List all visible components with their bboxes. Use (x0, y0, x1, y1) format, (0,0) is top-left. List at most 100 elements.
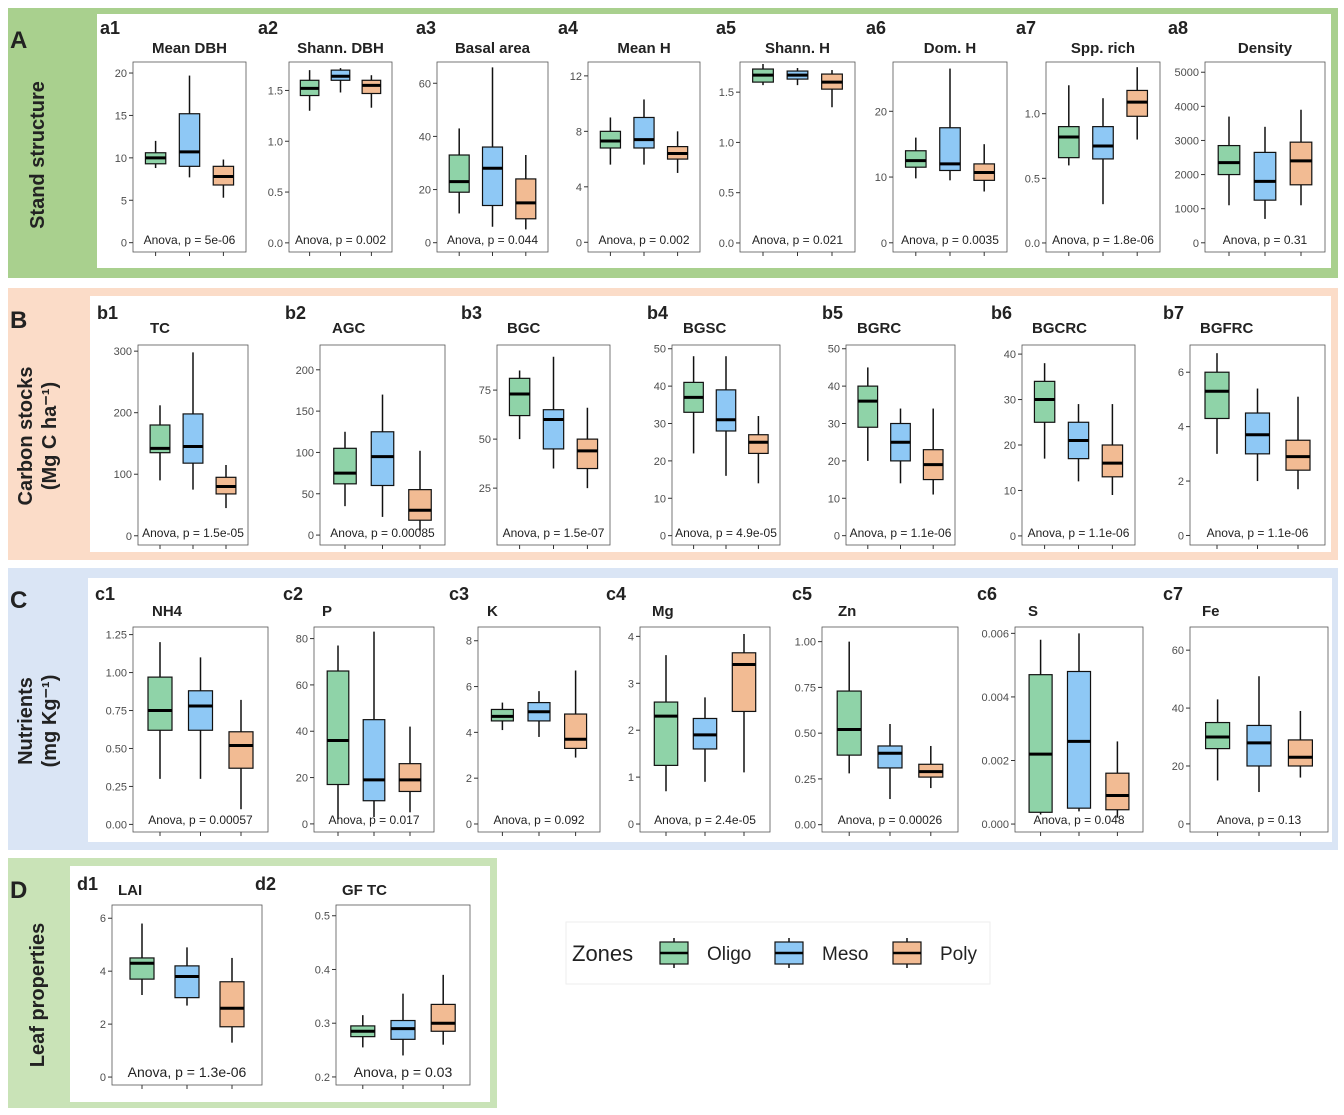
y-tick-label: 0.0 (268, 238, 283, 250)
box (1287, 739, 1314, 767)
panel-label: d1 (77, 874, 98, 894)
panel-label: b3 (461, 303, 482, 323)
y-tick-label: 0.00 (795, 820, 816, 832)
annotation: Anova, p = 0.00085 (330, 526, 435, 540)
box (564, 713, 588, 749)
y-tick-label: 4 (100, 966, 106, 978)
section-letter: C (10, 587, 27, 614)
y-tick-label: 6 (100, 913, 106, 925)
y-tick-label: 6 (1178, 367, 1184, 379)
y-tick-label: 1000 (1175, 204, 1199, 216)
box (187, 690, 214, 731)
y-tick-label: 10 (828, 493, 840, 505)
panel-label: a3 (416, 18, 436, 38)
y-tick-label: 50 (828, 344, 840, 356)
box (362, 719, 386, 802)
box (576, 438, 599, 470)
panel-label: b6 (991, 303, 1012, 323)
annotation: Anova, p = 0.017 (328, 813, 419, 827)
y-tick-label: 0.002 (981, 755, 1009, 767)
box (219, 981, 245, 1028)
y-tick-label: 0 (1178, 530, 1184, 542)
box (1246, 724, 1272, 767)
y-tick-label: 1.5 (268, 85, 283, 97)
panel-title: Mean DBH (152, 40, 227, 57)
panel-title: BGFRC (1200, 320, 1253, 337)
y-tick-label: 0.75 (795, 682, 816, 694)
y-tick-label: 8 (466, 636, 472, 648)
y-tick-label: 0.5 (719, 188, 734, 200)
legend-title: Zones (572, 941, 633, 966)
annotation: Anova, p = 0.021 (752, 233, 843, 247)
y-tick-label: 3000 (1175, 135, 1199, 147)
box (633, 116, 655, 149)
box (1092, 126, 1114, 160)
y-tick-label: 1.5 (719, 87, 734, 99)
y-tick-label: 4 (1178, 422, 1184, 434)
y-tick-label: 1.00 (795, 637, 816, 649)
y-tick-label: 2000 (1175, 170, 1199, 182)
panel-label: a5 (716, 18, 736, 38)
annotation: Anova, p = 0.0035 (901, 233, 999, 247)
box (370, 431, 395, 487)
y-tick-label: 0.2 (315, 1072, 330, 1084)
y-tick-label: 0 (628, 819, 634, 831)
y-tick-label: 100 (296, 447, 314, 459)
annotation: Anova, p = 1.1e-06 (1207, 526, 1309, 540)
box (1057, 126, 1080, 159)
panel-title: Basal area (455, 40, 531, 57)
y-tick-label: 25 (479, 483, 491, 495)
panel-title: K (487, 603, 498, 620)
box (508, 377, 531, 417)
y-tick-label: 1.0 (268, 136, 283, 148)
y-tick-label: 12 (570, 71, 582, 83)
y-tick-label: 200 (296, 365, 314, 377)
y-tick-label: 60 (1172, 645, 1184, 657)
y-tick-label: 0 (126, 531, 132, 543)
y-tick-label: 30 (654, 419, 666, 431)
panel-label: c4 (606, 584, 626, 604)
y-tick-label: 0.4 (315, 964, 330, 976)
y-tick-label: 0 (660, 531, 666, 543)
box (333, 447, 357, 485)
box (174, 965, 200, 999)
panel-title: TC (150, 320, 170, 337)
y-tick-label: 2 (100, 1019, 106, 1031)
y-tick-label: 20 (1172, 761, 1184, 773)
y-tick-label: 30 (828, 419, 840, 431)
y-tick-label: 60 (296, 680, 308, 692)
y-tick-label: 40 (1004, 349, 1016, 361)
panel-title: Mg (652, 603, 674, 620)
y-tick-label: 20 (875, 106, 887, 118)
y-tick-label: 10 (115, 153, 127, 165)
box (542, 409, 565, 450)
box (1066, 670, 1092, 809)
box (731, 652, 757, 713)
panel-label: a8 (1168, 18, 1188, 38)
panel-label: b1 (97, 303, 118, 323)
annotation: Anova, p = 0.002 (295, 233, 386, 247)
box (129, 957, 155, 980)
panel-title: GF TC (342, 882, 387, 899)
y-tick-label: 0.5 (268, 187, 283, 199)
y-tick-label: 1.00 (106, 668, 127, 680)
box (147, 676, 173, 731)
annotation: Anova, p = 0.31 (1223, 233, 1308, 247)
panel-title: BGSC (683, 320, 727, 337)
section-label: Carbon stocks (15, 367, 37, 506)
y-tick-label: 3 (628, 678, 634, 690)
y-tick-label: 4000 (1175, 101, 1199, 113)
section-letter: B (10, 307, 27, 334)
y-tick-label: 10 (875, 172, 887, 184)
annotation: Anova, p = 1.3e-06 (128, 1064, 247, 1080)
box (228, 731, 254, 769)
y-tick-label: 300 (114, 346, 132, 358)
y-tick-label: 0 (1010, 531, 1016, 543)
y-tick-label: 20 (1004, 440, 1016, 452)
panel-title: Shann. H (765, 40, 830, 57)
y-tick-label: 0.006 (981, 628, 1009, 640)
y-tick-label: 60 (419, 78, 431, 90)
annotation: Anova, p = 0.00057 (148, 813, 253, 827)
y-tick-label: 0.004 (981, 692, 1009, 704)
y-tick-label: 4 (628, 631, 634, 643)
